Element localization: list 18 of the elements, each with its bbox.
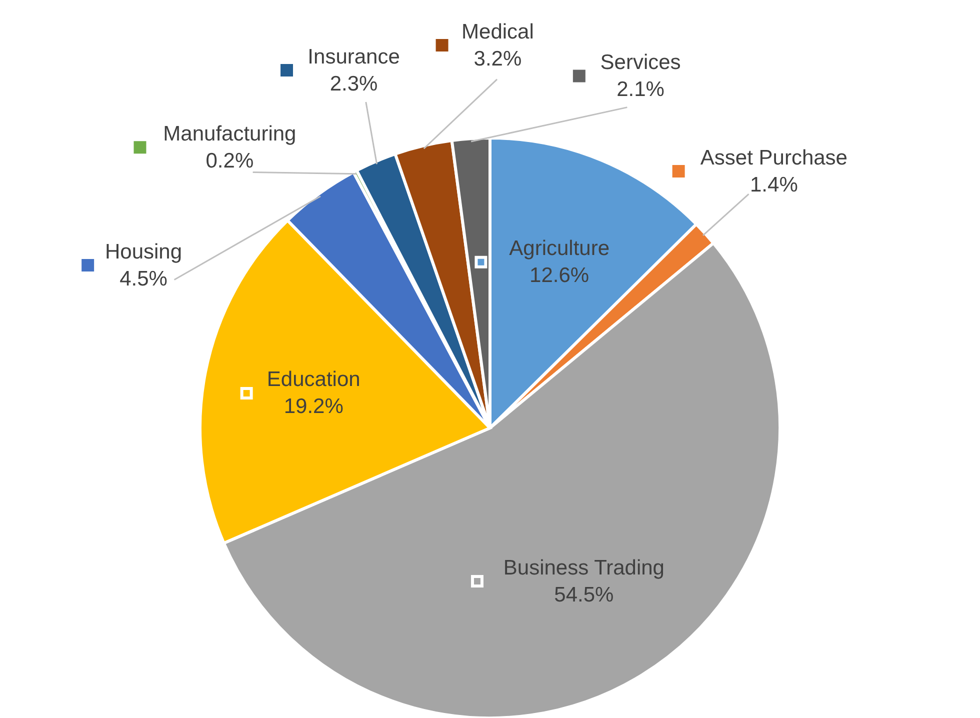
- legend-label: Services: [600, 51, 681, 74]
- data-label: 54.5%: [554, 583, 614, 606]
- data-label: 4.5%: [120, 267, 168, 290]
- data-label: 12.6%: [530, 264, 590, 288]
- legend-label: Asset Purchase: [700, 146, 848, 170]
- legend-label: Agriculture: [509, 237, 610, 260]
- legend-label: Manufacturing: [163, 122, 296, 146]
- legend-label: Education: [266, 368, 360, 392]
- data-label: 1.4%: [750, 173, 798, 196]
- data-label: 19.2%: [284, 395, 344, 418]
- data-label: 0.2%: [206, 149, 254, 172]
- data-label: 2.1%: [616, 78, 664, 102]
- legend-label: Insurance: [308, 45, 400, 68]
- data-label: 3.2%: [474, 47, 522, 70]
- legend-label: Housing: [104, 240, 182, 264]
- legend-label: Medical: [462, 20, 534, 44]
- data-label: 2.3%: [330, 72, 378, 96]
- legend-label: Business Trading: [503, 556, 664, 580]
